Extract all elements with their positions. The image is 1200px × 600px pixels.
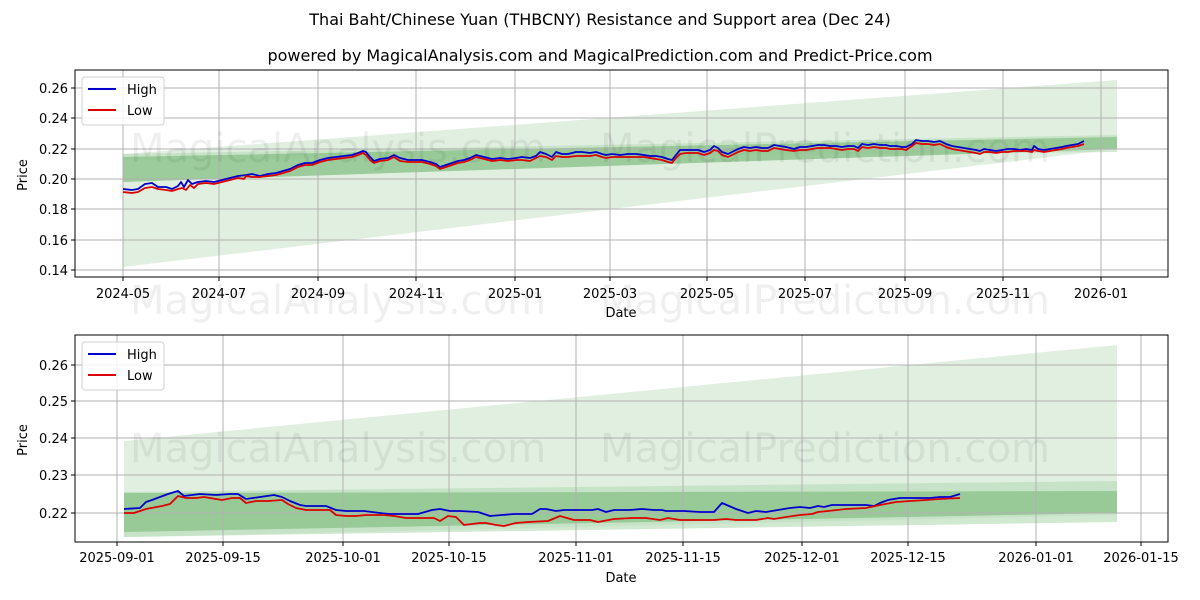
- watermark-analysis: MagicalAnalysis.com: [130, 126, 546, 172]
- dark-band: [124, 491, 1117, 532]
- watermark-prediction-2: MagicalPrediction.com: [600, 278, 1050, 324]
- svg-text:0.24: 0.24: [39, 432, 68, 447]
- svg-text:0.22: 0.22: [39, 507, 68, 522]
- svg-text:2024-07: 2024-07: [192, 287, 246, 302]
- svg-text:2025-12-01: 2025-12-01: [764, 551, 840, 566]
- svg-text:2025-11-01: 2025-11-01: [538, 551, 614, 566]
- bottom-chart: MagicalAnalysis.com MagicalPrediction.co…: [16, 334, 1179, 586]
- top-y-axis-label: Price: [16, 159, 31, 191]
- svg-text:2025-09-15: 2025-09-15: [185, 551, 261, 566]
- svg-text:2025-01: 2025-01: [488, 287, 542, 302]
- legend-high-label: High: [127, 83, 157, 98]
- svg-text:2025-12-15: 2025-12-15: [870, 551, 946, 566]
- bottom-y-axis-label: Price: [16, 424, 31, 456]
- svg-text:0.14: 0.14: [39, 264, 68, 279]
- svg-text:2025-09: 2025-09: [878, 287, 932, 302]
- watermark-analysis-2: MagicalAnalysis.com: [130, 278, 546, 324]
- bottom-x-axis-label: Date: [605, 571, 636, 586]
- svg-text:0.16: 0.16: [39, 234, 68, 249]
- svg-text:2024-09: 2024-09: [291, 287, 345, 302]
- svg-text:0.20: 0.20: [39, 173, 68, 188]
- watermark-prediction: MagicalPrediction.com: [600, 426, 1050, 472]
- bottom-y-ticks: 0.26 0.25 0.24 0.23 0.22: [39, 359, 75, 522]
- svg-text:0.22: 0.22: [39, 143, 68, 158]
- chart-subtitle: powered by MagicalAnalysis.com and Magic…: [267, 46, 933, 65]
- svg-text:2025-05: 2025-05: [680, 287, 734, 302]
- svg-text:0.26: 0.26: [39, 359, 68, 374]
- svg-text:2025-10-01: 2025-10-01: [305, 551, 381, 566]
- top-axes-frame: [74, 69, 1169, 278]
- legend-low-label: Low: [127, 104, 153, 119]
- bottom-legend: High Low: [81, 341, 165, 391]
- svg-text:0.25: 0.25: [39, 395, 68, 410]
- top-legend: High Low: [81, 76, 165, 126]
- svg-text:2026-01-15: 2026-01-15: [1103, 551, 1179, 566]
- top-y-ticks: 0.26 0.24 0.22 0.20 0.18 0.16 0.14: [39, 82, 75, 279]
- light-band: [123, 80, 1117, 267]
- watermark-analysis: MagicalAnalysis.com: [130, 426, 546, 472]
- svg-text:2024-05: 2024-05: [96, 287, 150, 302]
- svg-text:2025-11: 2025-11: [976, 287, 1030, 302]
- svg-text:2025-03: 2025-03: [583, 287, 637, 302]
- svg-text:0.23: 0.23: [39, 469, 68, 484]
- svg-text:0.18: 0.18: [39, 203, 68, 218]
- svg-text:0.26: 0.26: [39, 82, 68, 97]
- legend-low-label: Low: [127, 369, 153, 384]
- svg-text:2025-09-01: 2025-09-01: [79, 551, 155, 566]
- low-line: [122, 142, 1085, 194]
- svg-text:0.24: 0.24: [39, 112, 68, 127]
- bottom-x-ticks: 2025-09-01 2025-09-15 2025-10-01 2025-10…: [79, 542, 1179, 566]
- high-line: [122, 139, 1085, 191]
- legend-high-label: High: [127, 348, 157, 363]
- svg-text:2025-11-15: 2025-11-15: [645, 551, 721, 566]
- svg-text:2025-07: 2025-07: [778, 287, 832, 302]
- svg-text:2024-11: 2024-11: [389, 287, 443, 302]
- svg-text:2026-01: 2026-01: [1074, 287, 1128, 302]
- high-line: [123, 490, 961, 517]
- svg-text:2025-10-15: 2025-10-15: [411, 551, 487, 566]
- top-x-axis-label: Date: [605, 306, 636, 321]
- top-x-ticks: 2024-05 2024-07 2024-09 2024-11 2025-01 …: [96, 277, 1128, 302]
- grid: [75, 335, 1168, 542]
- chart-title: Thai Baht/Chinese Yuan (THBCNY) Resistan…: [309, 10, 891, 29]
- top-chart: MagicalAnalysis.com MagicalPrediction.co…: [16, 69, 1169, 324]
- low-line: [124, 495, 961, 527]
- svg-text:2026-01-01: 2026-01-01: [998, 551, 1074, 566]
